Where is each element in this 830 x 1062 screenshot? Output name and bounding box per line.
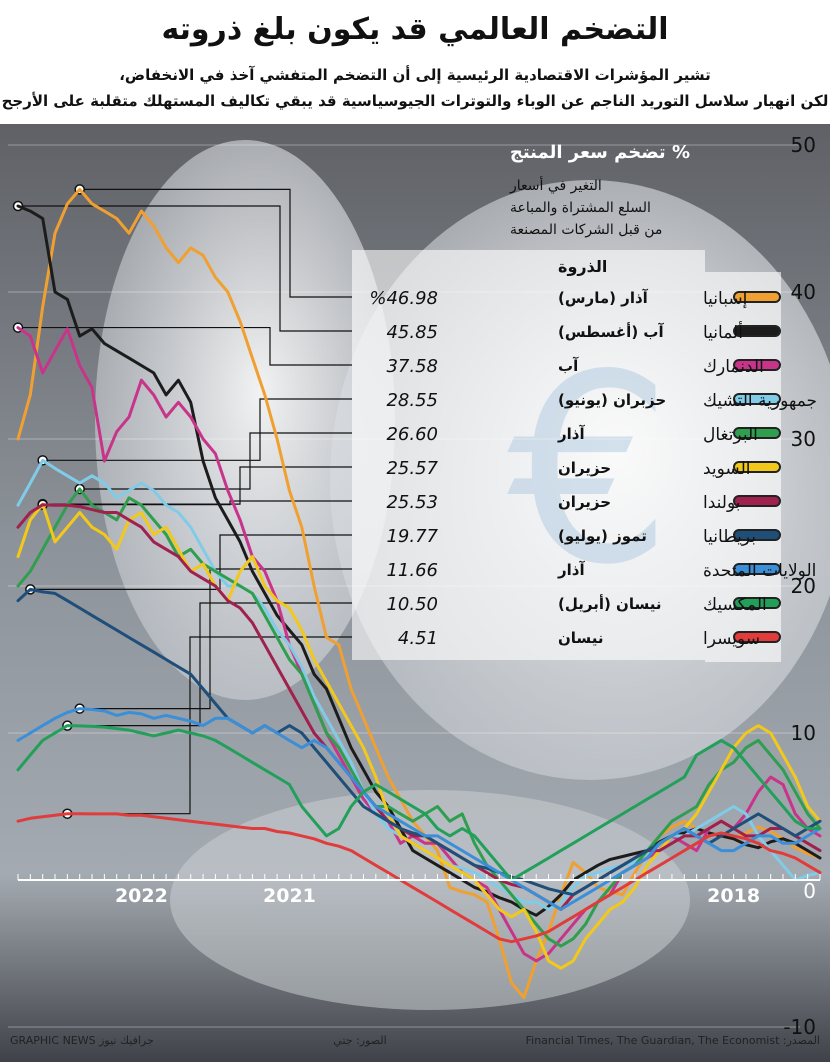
legend-swatch-0	[733, 291, 781, 303]
y-tick-label-4: 10	[791, 721, 816, 745]
legend-peak-month-7: تموز (يوليو)	[558, 527, 647, 545]
y-tick-label-6: -10	[783, 1015, 816, 1039]
page-title: التضخم العالمي قد يكون بلغ ذروته	[161, 12, 669, 47]
chart-note-line-0: التغير في أسعار	[509, 176, 602, 194]
chart-note-line-2: من قبل الشركات المصنعة	[510, 222, 662, 238]
legend-peak-value-8: 11.66	[386, 560, 438, 581]
legend-peak-value-3: 28.55	[386, 390, 438, 411]
x-tick-label-2: 2018	[707, 885, 760, 907]
series-line-10	[16, 812, 822, 944]
legend-swatch-9	[733, 597, 781, 609]
subtitle-line-2: لكن انهيار سلاسل التوريد الناجم عن الوبا…	[1, 92, 829, 110]
legend-name-1: ألمانيا	[703, 321, 743, 343]
chart-note: التغير في أسعار السلع المشتراة والمباعة من…	[509, 176, 662, 238]
x-tick-label-1: 2021	[263, 885, 316, 907]
series-line-2	[16, 326, 822, 963]
series-line-5	[16, 502, 822, 970]
legend-peak-month-3: حزبران (يونيو)	[558, 391, 666, 409]
leader-line-2	[18, 326, 352, 366]
legend-peak-value-7: 19.77	[386, 526, 438, 547]
leader-line-7	[30, 534, 352, 590]
series-line-4	[16, 487, 822, 948]
x-tick-label-0: 2022	[115, 885, 168, 907]
legend-peak-month-10: نيسان	[558, 629, 603, 647]
x-tick-labels: 2022 2021 2018	[115, 885, 760, 907]
leader-line-3	[42, 398, 352, 461]
legend-name-10: سويسرا	[703, 629, 760, 649]
legend-swatch-3	[733, 393, 781, 405]
legend-name-8: الولايات المتحدة	[703, 561, 816, 581]
legend-name-5: السويد	[703, 459, 751, 479]
y-tick-label-0: 50	[791, 133, 816, 157]
legend-swatch-8	[733, 563, 781, 575]
legend-name-6: بولندا	[703, 493, 740, 513]
subtitle-line-1: تشير المؤشرات الاقتصادية الرئيسية إلى أن…	[119, 66, 711, 84]
y-tick-label-5: 0	[803, 879, 816, 903]
legend-peak-value-2: 37.58	[386, 356, 438, 377]
legend-swatch-10	[733, 631, 781, 643]
y-tick-label-1: 40	[791, 280, 816, 304]
series-lines	[16, 187, 822, 1000]
legend-peak-value-4: 26.60	[386, 424, 438, 445]
leader-line-4	[79, 432, 352, 490]
legend-swatch-2	[733, 359, 781, 371]
leader-line-0	[79, 188, 352, 298]
peak-column-header: الذروة	[558, 257, 607, 276]
series-line-9	[16, 724, 822, 882]
legend-peak-value-5: 25.57	[386, 458, 438, 479]
legend-swatch-6	[733, 495, 781, 507]
chart-note-line-1: السلع المشتراة والمباعة	[510, 200, 651, 216]
y-tick-labels: 50 40 30 20 10 0 -10	[783, 133, 816, 1039]
legend-peak-value-10: 4.51	[398, 628, 438, 649]
legend-panel-bg	[352, 250, 705, 660]
legend-peak-month-2: آب	[558, 357, 579, 375]
source-credit: المصدر: Financial Times, The Guardian, T…	[525, 1034, 820, 1047]
legend-peak-month-8: آذار	[557, 561, 585, 579]
x-axis	[17, 874, 821, 881]
series-line-8	[16, 707, 822, 911]
legend-name-7: بريطانيا	[703, 527, 756, 547]
brand-credit: GRAPHIC NEWS جرافيك نيوز	[10, 1034, 154, 1047]
series-line-0	[16, 187, 822, 1000]
legend-peak-value-6: 25.53	[386, 492, 438, 513]
legend-swatch-1	[733, 325, 781, 337]
series-line-1	[16, 204, 822, 917]
photo-balloon-bottom	[170, 790, 690, 1010]
photo-balloon-left	[95, 140, 395, 700]
leader-line-10	[67, 636, 352, 815]
legend-peak-month-6: حزيران	[558, 493, 611, 511]
legend-peak-value-9: 10.50	[386, 594, 438, 615]
legend-peak-month-5: حزيران	[558, 459, 611, 477]
legend-name-2: الدنمارك	[703, 357, 764, 377]
legend-swatch-4	[733, 427, 781, 439]
y-tick-label-2: 30	[791, 427, 816, 451]
legend-peak-month-0: آذار (مارس)	[558, 289, 649, 307]
legend-name-9: المكسيك	[703, 595, 767, 615]
legend-peak-value-0: %46.98	[369, 288, 438, 309]
legend-peak-month-1: آب (أغسطس)	[558, 322, 664, 341]
leader-line-8	[79, 568, 352, 710]
legend-name-3: جمهورية التشيك	[703, 391, 817, 411]
legend-swatch-5	[733, 461, 781, 473]
legend-name-4: البرتغال	[703, 425, 758, 445]
y-tick-label-3: 20	[791, 574, 816, 598]
legend-peak-month-9: نيسان (أبريل)	[558, 594, 662, 613]
leader-line-1	[18, 205, 352, 332]
legend-peak-month-4: آذار	[557, 425, 585, 443]
leader-line-9	[67, 602, 352, 727]
leader-line-6	[42, 500, 352, 506]
peak-leader-lines	[12, 184, 352, 819]
legend-peak-value-1: 45.85	[386, 322, 438, 343]
photo-credit: الصور: جتي	[333, 1034, 387, 1047]
legend-name-0: إسبانيا	[703, 289, 747, 309]
chart-title: تضخم سعر المنتج %	[510, 142, 690, 163]
legend: إسبانيا آذار (مارس) %46.98 ألمانيا آب (أغسطس…	[369, 257, 817, 649]
legend-swatch-7	[733, 529, 781, 541]
